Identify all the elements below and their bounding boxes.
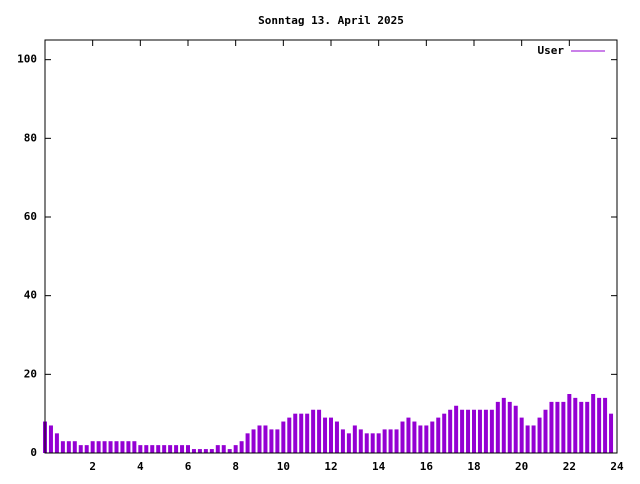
- x-tick-label: 22: [563, 460, 576, 473]
- y-tick-label: 100: [17, 53, 37, 66]
- x-tick-label: 12: [324, 460, 337, 473]
- x-tick-label: 6: [185, 460, 192, 473]
- x-tick-label: 10: [277, 460, 290, 473]
- x-tick-label: 8: [232, 460, 239, 473]
- x-tick-label: 16: [420, 460, 434, 473]
- y-tick-label: 60: [24, 210, 37, 223]
- y-tick-label: 20: [24, 367, 37, 380]
- y-tick-label: 0: [30, 446, 37, 459]
- legend-label: User: [538, 44, 565, 57]
- chart-title: Sonntag 13. April 2025: [258, 14, 404, 27]
- y-tick-label: 40: [24, 289, 37, 302]
- x-tick-label: 14: [372, 460, 386, 473]
- x-tick-label: 18: [467, 460, 480, 473]
- y-tick-label: 80: [24, 131, 37, 144]
- x-tick-label: 4: [137, 460, 144, 473]
- plot-frame: [44, 39, 618, 454]
- x-tick-label: 2: [89, 460, 96, 473]
- x-tick-label: 20: [515, 460, 528, 473]
- x-tick-label: 24: [610, 460, 624, 473]
